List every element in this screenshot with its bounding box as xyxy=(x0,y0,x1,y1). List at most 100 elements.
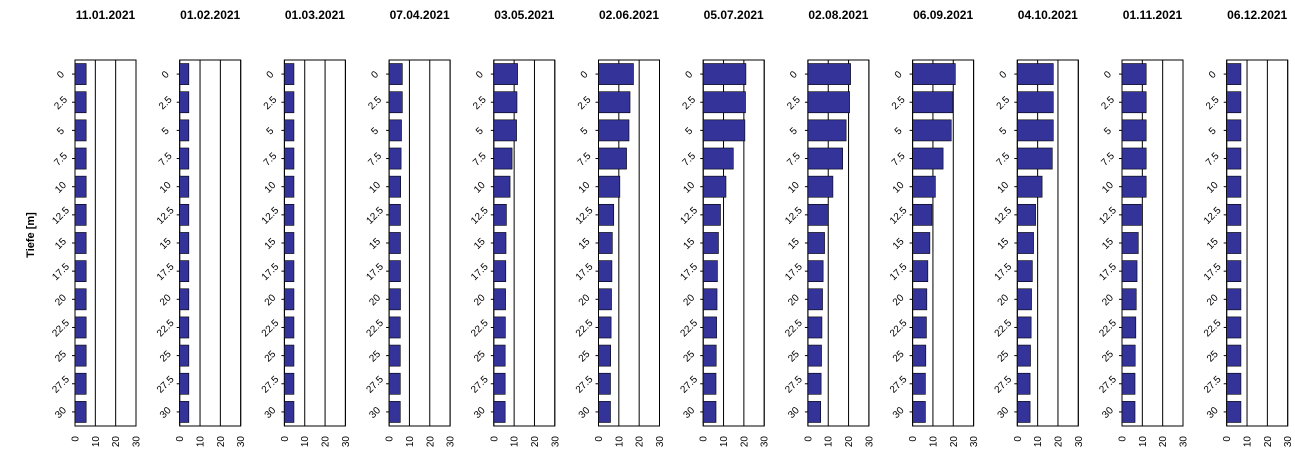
bar xyxy=(598,63,634,85)
y-tick-label: 2.5 xyxy=(262,94,280,112)
y-tick-label: 5 xyxy=(579,125,591,137)
y-tick-label: 30 xyxy=(263,405,279,421)
bar xyxy=(912,316,927,339)
x-tick-label: 10 xyxy=(405,436,416,448)
bar xyxy=(284,91,295,114)
x-tick-label: 10 xyxy=(196,436,207,448)
y-tick-label: 5 xyxy=(998,125,1010,137)
bar xyxy=(1121,63,1147,85)
bar xyxy=(1121,288,1137,311)
x-tick-label: 20 xyxy=(635,436,646,448)
x-tick-label: 0 xyxy=(489,436,500,442)
y-tick-label: 10 xyxy=(472,180,488,196)
x-tick-label: 30 xyxy=(1283,436,1294,448)
y-tick-label: 22.5 xyxy=(155,317,177,339)
bar xyxy=(702,316,717,339)
y-tick-label: 2.5 xyxy=(576,94,594,112)
bar xyxy=(493,316,506,339)
bar xyxy=(912,288,928,311)
bar xyxy=(74,175,87,198)
bar xyxy=(1121,316,1137,339)
bar xyxy=(1016,401,1031,423)
bar xyxy=(807,232,825,254)
bar xyxy=(388,372,401,395)
panel-8: 06.09.2021 0 10 20 30 0 2.5 5 7.5 10 12.5 15 17.5 20 2… xyxy=(888,8,980,447)
y-tick-label: 30 xyxy=(577,405,593,421)
y-tick-label: 2.5 xyxy=(471,94,489,112)
bar xyxy=(912,147,944,170)
y-tick-label: 10 xyxy=(158,180,174,196)
y-tick-label: 25 xyxy=(1100,349,1116,365)
x-tick-label: 30 xyxy=(236,436,247,448)
y-tick-label: 25 xyxy=(891,349,907,365)
bar xyxy=(912,232,931,254)
y-tick-label: 12.5 xyxy=(679,205,701,227)
bar xyxy=(179,91,190,114)
bar xyxy=(702,119,746,142)
bar xyxy=(912,91,954,114)
x-tick-label: 0 xyxy=(803,436,814,442)
y-tick-label: 7.5 xyxy=(576,151,594,169)
y-tick-label: 22.5 xyxy=(1202,317,1224,339)
bar xyxy=(702,401,717,423)
bar xyxy=(598,260,613,283)
bar xyxy=(74,91,87,114)
bar xyxy=(493,372,506,395)
x-tick-label: 0 xyxy=(594,436,605,442)
x-tick-label: 20 xyxy=(1053,436,1064,448)
y-tick-label: 17.5 xyxy=(1202,261,1224,283)
panel-title: 03.05.2021 xyxy=(494,8,554,22)
bar xyxy=(1121,91,1147,114)
y-tick-label: 2.5 xyxy=(680,94,698,112)
y-tick-label: 27.5 xyxy=(155,374,177,396)
bar xyxy=(1226,316,1242,339)
bar xyxy=(493,119,517,142)
y-tick-label: 27.5 xyxy=(50,374,72,396)
x-tick-label: 30 xyxy=(655,436,666,448)
bar xyxy=(493,288,506,311)
y-tick-label: 30 xyxy=(786,405,802,421)
y-tick-label: 0 xyxy=(474,69,486,81)
bar xyxy=(702,175,727,198)
y-tick-label: 12.5 xyxy=(993,205,1015,227)
x-tick-label: 10 xyxy=(614,436,625,448)
bar xyxy=(1121,372,1136,395)
y-tick-label: 12.5 xyxy=(155,205,177,227)
y-tick-label: 20 xyxy=(53,292,69,308)
x-tick-label: 30 xyxy=(132,436,143,448)
x-tick-label: 0 xyxy=(175,436,186,442)
x-tick-label: 10 xyxy=(1033,436,1044,448)
y-tick-label: 7.5 xyxy=(785,151,803,169)
plot-frame xyxy=(283,59,346,427)
panel-4: 03.05.2021 0 10 20 30 0 2.5 5 7.5 10 12.5 15 17.5 20 2… xyxy=(469,8,561,447)
x-tick-label: 10 xyxy=(300,436,311,448)
bar xyxy=(598,232,613,254)
x-tick-label: 30 xyxy=(760,436,771,448)
bar xyxy=(807,344,822,367)
bar xyxy=(388,288,401,311)
bar xyxy=(1121,147,1147,170)
y-tick-label: 15 xyxy=(786,236,802,252)
y-tick-label: 12.5 xyxy=(1202,205,1224,227)
y-tick-label: 17.5 xyxy=(993,261,1015,283)
panel-title: 01.11.2021 xyxy=(1123,8,1183,22)
bar xyxy=(74,260,87,283)
bar xyxy=(1121,119,1147,142)
bar xyxy=(1121,232,1139,254)
y-tick-label: 7.5 xyxy=(157,151,175,169)
y-tick-label: 15 xyxy=(1205,236,1221,252)
bar xyxy=(702,63,747,85)
y-tick-label: 7.5 xyxy=(262,151,280,169)
bar xyxy=(284,372,295,395)
bar xyxy=(598,344,611,367)
bar xyxy=(702,372,717,395)
bar xyxy=(179,119,190,142)
x-tick-label: 30 xyxy=(1179,436,1190,448)
y-tick-label: 0 xyxy=(369,69,381,81)
bar xyxy=(179,344,190,367)
bar xyxy=(598,288,612,311)
bar xyxy=(388,63,403,85)
bar xyxy=(807,288,823,311)
bar xyxy=(388,401,401,423)
bar xyxy=(598,91,631,114)
